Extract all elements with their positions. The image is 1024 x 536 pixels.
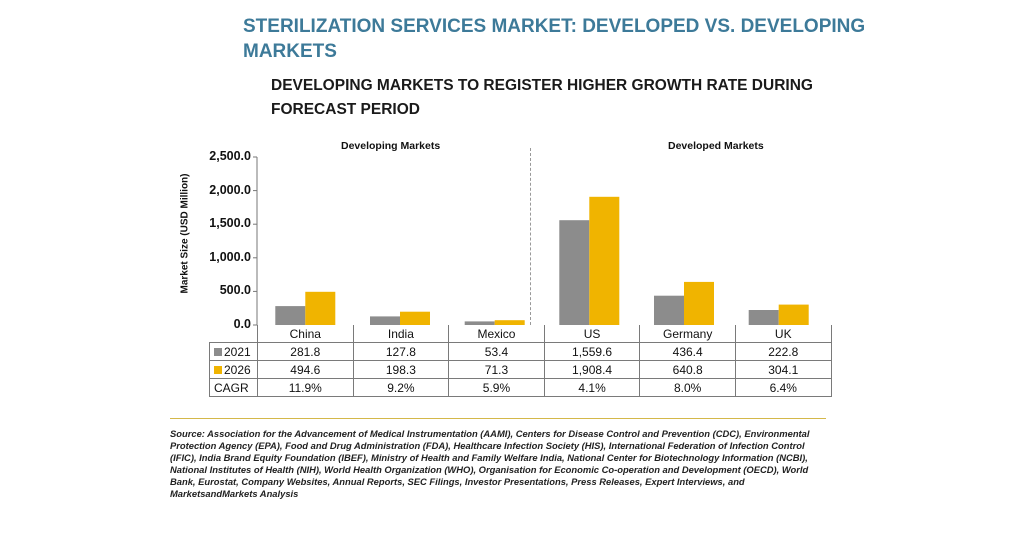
legend-swatch-2026 (214, 366, 222, 375)
y-tick-label: 2,500.0 (209, 149, 251, 163)
legend-swatch-2021 (214, 348, 222, 357)
group-divider (530, 148, 531, 325)
table-row-2026: 2026 494.6 198.3 71.3 1,908.4 640.8 304.… (209, 360, 832, 379)
bar-2021-mexico (464, 321, 495, 325)
y-tick-label: 1,500.0 (209, 216, 251, 231)
bar-2026-india (400, 311, 430, 325)
chart-title: STERILIZATION SERVICES MARKET: DEVELOPED… (243, 16, 866, 62)
bar-2021-india (370, 316, 400, 325)
source-divider (170, 418, 826, 419)
value-2021-germany: 436.4 (639, 342, 736, 361)
bar-2021-uk (748, 310, 779, 325)
series-name-2021: 2021 (224, 344, 251, 359)
series-name-2026: 2026 (224, 362, 251, 377)
bar-2026-china (305, 291, 336, 325)
category-label-us: US (543, 325, 641, 343)
category-label-uk: UK (734, 325, 832, 343)
value-2026-us: 1,908.4 (543, 360, 641, 379)
value-2021-us: 1,559.6 (543, 342, 641, 361)
cagr-china: 11.9% (257, 378, 354, 397)
value-2026-india: 198.3 (352, 360, 450, 379)
value-2021-china: 281.8 (257, 342, 354, 361)
bar-2026-us (589, 196, 620, 325)
legend-2021: 2021 (209, 342, 258, 361)
value-2026-uk: 304.1 (734, 360, 832, 379)
cagr-uk: 6.4% (734, 378, 832, 397)
bar-2026-germany (684, 281, 714, 325)
bar-2026-uk (778, 304, 809, 325)
y-tick-label: 1,000.0 (209, 249, 251, 264)
cagr-germany: 8.0% (639, 378, 736, 397)
category-label-mexico: Mexico (448, 325, 545, 343)
category-label-china: China (257, 325, 354, 343)
data-table: China India Mexico US Germany UK 2021 28… (209, 325, 832, 397)
category-label-germany: Germany (639, 325, 736, 343)
cagr-label: CAGR (209, 378, 258, 397)
legend-2026: 2026 (209, 360, 258, 379)
value-2021-uk: 222.8 (734, 342, 832, 361)
bar-2026-mexico (494, 320, 525, 325)
value-2021-india: 127.8 (352, 342, 450, 361)
group-label-developed: Developed Markets (668, 140, 764, 152)
bar-2021-germany (654, 295, 684, 325)
y-tick-label: 2,000.0 (209, 182, 251, 197)
value-2026-china: 494.6 (257, 360, 354, 379)
table-header-row: China India Mexico US Germany UK (210, 325, 832, 343)
source-note: Source: Association for the Advancement … (170, 428, 810, 499)
group-label-developing: Developing Markets (341, 140, 441, 152)
value-2026-germany: 640.8 (639, 360, 736, 379)
bar-2021-us (559, 220, 590, 325)
chart-subtitle: DEVELOPING MARKETS TO REGISTER HIGHER GR… (271, 77, 813, 118)
y-tick-label: 0.0 (233, 317, 251, 331)
y-tick-label: 500.0 (219, 283, 251, 298)
cagr-mexico: 5.9% (448, 378, 545, 397)
table-corner (210, 325, 258, 343)
bar-2021-china (275, 306, 306, 325)
table-row-cagr: CAGR 11.9% 9.2% 5.9% 4.1% 8.0% 6.4% (209, 378, 832, 397)
table-row-2021: 2021 281.8 127.8 53.4 1,559.6 436.4 222.… (209, 342, 832, 361)
value-2026-mexico: 71.3 (448, 360, 545, 379)
cagr-india: 9.2% (352, 378, 450, 397)
category-label-india: India (352, 325, 450, 343)
value-2021-mexico: 53.4 (448, 342, 545, 361)
cagr-us: 4.1% (543, 378, 641, 397)
